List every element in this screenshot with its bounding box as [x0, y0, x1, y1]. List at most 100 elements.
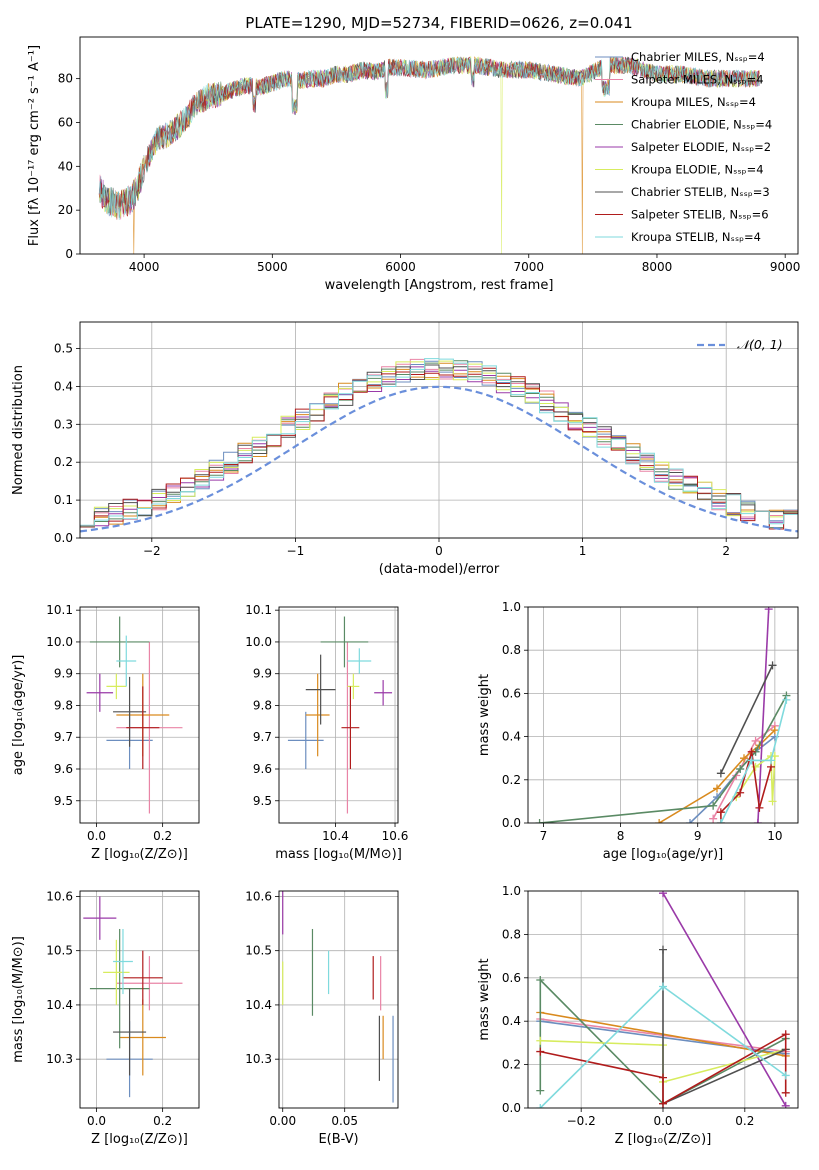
error-bar-point: [347, 648, 372, 674]
axes-frame: [79, 606, 200, 824]
histogram-step: [80, 360, 798, 527]
y-tick-label: 0.0: [54, 531, 73, 545]
error-bar-point: [347, 673, 360, 700]
y-tick-label: 10.0: [46, 635, 73, 649]
error-bar-point: [86, 673, 114, 712]
histogram-step: [80, 367, 798, 530]
legend-label: Salpeter ELODIE, Nₛₛₚ=2: [631, 140, 771, 154]
weight-marker: [736, 788, 745, 797]
weight-marker: [659, 945, 667, 954]
y-tick-label: 40: [58, 159, 73, 173]
weight-marker: [716, 808, 725, 817]
histogram-step: [80, 358, 798, 526]
weight-series: [659, 891, 790, 1108]
y-tick-label: 0.1: [54, 493, 73, 507]
weight-marker: [709, 801, 718, 810]
error-bar-point: [113, 928, 133, 995]
y-tick-label: 10.3: [46, 1052, 73, 1066]
x-axis-label: Z [log₁₀(Z/Z⊙)]: [91, 847, 188, 862]
x-tick-label: −0.2: [567, 1114, 596, 1128]
y-tick-label: 0.2: [54, 455, 73, 469]
y-tick-label: 10.6: [46, 889, 73, 903]
x-tick-label: 2: [722, 544, 730, 558]
y-tick-label: 0.4: [502, 1014, 521, 1028]
error-bar-point: [113, 988, 147, 1076]
y-axis-label: mass weight: [477, 958, 492, 1040]
weight-marker: [655, 819, 664, 823]
legend-label: Chabrier STELIB, Nₛₛₚ=3: [631, 185, 770, 199]
weight-marker: [709, 814, 718, 823]
legend-label: Salpeter STELIB, Nₛₛₚ=6: [631, 208, 769, 222]
weight-marker: [768, 661, 777, 670]
axes-frame: [79, 36, 799, 255]
x-tick-label: 0.05: [331, 1114, 358, 1128]
x-tick-label: 0.0: [87, 1114, 106, 1128]
spectrum-panel: 4000 5000 6000 7000 8000 9000 0 20 40 60 80 wavelen…: [27, 36, 800, 293]
legend-label: Kroupa STELIB, Nₛₛₚ=4: [631, 230, 761, 244]
x-tick-label: 0.2: [153, 829, 172, 843]
x-tick-label: 7000: [513, 260, 544, 274]
y-tick-label: 0.4: [54, 379, 73, 393]
weight-marker: [753, 819, 762, 823]
weight-series-line: [662, 892, 787, 1107]
y-tick-label: 0.6: [502, 971, 521, 985]
y-tick-label: 9.8: [54, 698, 73, 712]
x-axis-label: wavelength [Angstrom, rest frame]: [325, 278, 554, 293]
y-tick-label: 10.4: [245, 998, 272, 1012]
error-bar-point: [116, 956, 183, 1011]
weight-marker: [536, 975, 545, 984]
mass-vs-ebv-content: [282, 891, 394, 1103]
residual-hist-panel: −2 −1 0 1 2 0.0 0.1 0.2 0.3 0.4 0.5 (data-model)/er…: [11, 321, 799, 577]
normal-reference-curve: [80, 385, 798, 533]
weight-series: [732, 752, 779, 806]
y-tick-label: 20: [58, 203, 73, 217]
axes-frame: [79, 321, 799, 539]
x-axis-label: E(B-V): [318, 1132, 358, 1147]
weight-marker: [716, 819, 725, 823]
y-tick-label: 0.8: [502, 927, 521, 941]
y-tick-label: 10.1: [245, 603, 272, 617]
y-tick-label: 10.5: [46, 944, 73, 958]
error-bar-point: [126, 686, 160, 769]
mass-vs-z-panel: 0.0 0.2 10.3 10.4 10.5 10.6 Z [log₁₀(Z/Z⊙)] mas…: [11, 889, 200, 1147]
weight-marker: [740, 754, 748, 763]
y-tick-label: 0.3: [54, 417, 73, 431]
error-bar-point: [113, 676, 147, 747]
x-tick-label: 0.00: [269, 1114, 296, 1128]
y-tick-label: 0.4: [502, 730, 521, 744]
weight-marker: [535, 819, 544, 823]
x-tick-label: 4000: [129, 260, 160, 274]
x-tick-label: 9: [694, 829, 702, 843]
x-tick-label: 0.2: [735, 1114, 754, 1128]
error-bar-point: [305, 673, 330, 757]
weight-marker: [747, 747, 756, 756]
age-vs-z-content: [86, 616, 183, 814]
legend-label: Kroupa ELODIE, Nₛₛₚ=4: [631, 163, 764, 177]
axes-frame: [278, 606, 399, 824]
y-tick-label: 9.6: [253, 762, 272, 776]
weight-vs-age-panel: 7 8 9 10 0.0 0.2 0.4 0.6 0.8 1.0 age [log₁₀(age/yr…: [477, 600, 799, 862]
x-tick-label: 0.0: [87, 829, 106, 843]
legend-label: Chabrier MILES, Nₛₛₚ=4: [631, 50, 765, 64]
y-tick-label: 0.0: [502, 816, 521, 830]
weight-marker: [716, 769, 725, 778]
y-tick-label: 10.0: [245, 635, 272, 649]
legend-label: Chabrier ELODIE, Nₛₛₚ=4: [631, 118, 772, 132]
y-tick-label: 0.2: [502, 1058, 521, 1072]
x-tick-label: 8000: [642, 260, 673, 274]
weight-series: [716, 695, 791, 823]
y-tick-label: 10.1: [46, 603, 73, 617]
x-axis-label: (data-model)/error: [379, 562, 500, 577]
error-bar-point: [89, 616, 150, 668]
y-tick-label: 0: [65, 247, 73, 261]
y-tick-label: 9.9: [54, 667, 73, 681]
x-axis-label: Z [log₁₀(Z/Z⊙)]: [91, 1132, 188, 1147]
y-tick-label: 10.6: [245, 889, 272, 903]
y-tick-label: 9.5: [253, 794, 272, 808]
y-axis-label: mass [log₁₀(M/M⊙)]: [11, 936, 26, 1063]
weight-marker: [659, 1073, 667, 1082]
weight-marker: [768, 797, 777, 806]
x-axis-label: Z [log₁₀(Z/Z⊙)]: [615, 1132, 712, 1147]
weight-vs-z-panel: −0.2 0.0 0.2 0.0 0.2 0.4 0.6 0.8 1.0 Z [log₁₀(Z/Z…: [477, 884, 799, 1147]
axes-frame: [527, 606, 799, 824]
